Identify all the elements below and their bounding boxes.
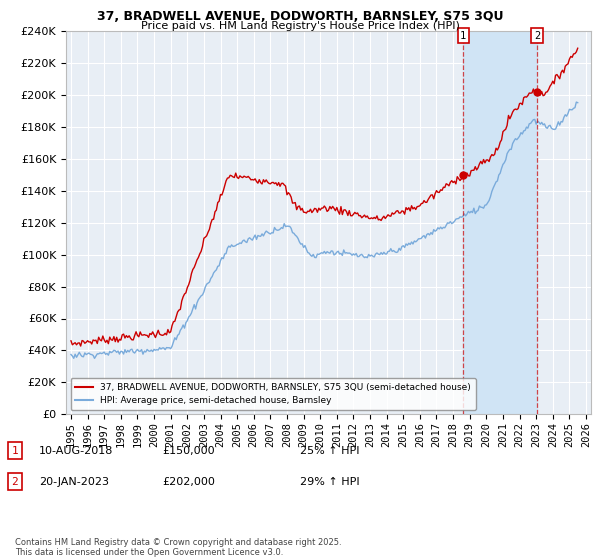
Text: Price paid vs. HM Land Registry's House Price Index (HPI): Price paid vs. HM Land Registry's House … — [140, 21, 460, 31]
Text: 37, BRADWELL AVENUE, DODWORTH, BARNSLEY, S75 3QU: 37, BRADWELL AVENUE, DODWORTH, BARNSLEY,… — [97, 10, 503, 23]
Text: £202,000: £202,000 — [162, 477, 215, 487]
Text: £150,000: £150,000 — [162, 446, 215, 456]
Bar — [463, 31, 537, 414]
Text: 10-AUG-2018: 10-AUG-2018 — [39, 446, 113, 456]
Text: 2: 2 — [11, 477, 19, 487]
Text: 25% ↑ HPI: 25% ↑ HPI — [300, 446, 359, 456]
Text: 1: 1 — [11, 446, 19, 456]
Text: 1: 1 — [460, 31, 466, 41]
Legend: 37, BRADWELL AVENUE, DODWORTH, BARNSLEY, S75 3QU (semi-detached house), HPI: Ave: 37, BRADWELL AVENUE, DODWORTH, BARNSLEY,… — [71, 379, 476, 410]
Text: 20-JAN-2023: 20-JAN-2023 — [39, 477, 109, 487]
Text: Contains HM Land Registry data © Crown copyright and database right 2025.
This d: Contains HM Land Registry data © Crown c… — [15, 538, 341, 557]
Text: 29% ↑ HPI: 29% ↑ HPI — [300, 477, 359, 487]
Text: 2: 2 — [534, 31, 540, 41]
